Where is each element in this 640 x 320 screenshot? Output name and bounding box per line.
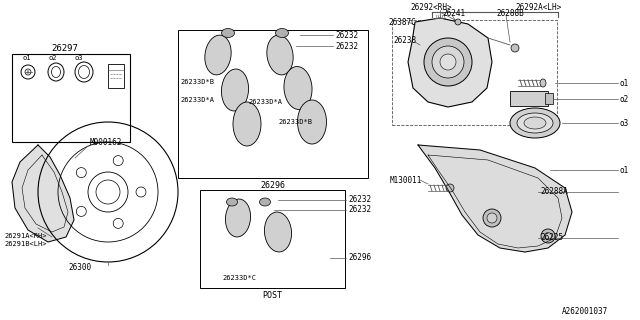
Ellipse shape	[510, 108, 560, 138]
Text: 26233D*B: 26233D*B	[278, 119, 312, 125]
Ellipse shape	[225, 199, 251, 237]
Circle shape	[424, 38, 472, 86]
Text: 26233D*B: 26233D*B	[180, 79, 214, 85]
Ellipse shape	[259, 198, 271, 206]
Text: o2: o2	[48, 55, 56, 61]
Text: o2: o2	[620, 94, 629, 103]
Ellipse shape	[233, 102, 261, 146]
Text: 26387C: 26387C	[388, 18, 416, 27]
Text: 26288A: 26288A	[540, 188, 568, 196]
Bar	[108, 64, 124, 88]
Text: POST: POST	[262, 291, 282, 300]
Text: 26232: 26232	[335, 42, 358, 51]
Ellipse shape	[524, 117, 546, 129]
Ellipse shape	[221, 69, 248, 111]
Bar	[392, 20, 557, 125]
Text: 26232: 26232	[348, 205, 371, 214]
Text: 26291A<RH>: 26291A<RH>	[4, 233, 47, 239]
Text: 26232: 26232	[348, 196, 371, 204]
Ellipse shape	[517, 113, 553, 133]
Text: 26292A<LH>: 26292A<LH>	[515, 3, 561, 12]
Circle shape	[483, 209, 501, 227]
Ellipse shape	[205, 35, 231, 75]
Text: 26238: 26238	[393, 36, 416, 44]
Text: 26241: 26241	[442, 9, 465, 18]
Text: o3: o3	[74, 55, 83, 61]
Polygon shape	[408, 18, 492, 107]
Bar	[178, 30, 368, 178]
Circle shape	[511, 44, 519, 52]
Text: 26297: 26297	[52, 44, 79, 52]
Bar	[510, 91, 548, 106]
Bar	[12, 54, 130, 142]
Bar	[545, 93, 553, 104]
Polygon shape	[12, 145, 74, 242]
Ellipse shape	[221, 28, 234, 37]
Text: 26233D*A: 26233D*A	[248, 99, 282, 105]
Text: 26225: 26225	[540, 234, 563, 243]
Ellipse shape	[264, 212, 292, 252]
Text: 26300: 26300	[68, 263, 92, 273]
Circle shape	[446, 184, 454, 192]
Text: o3: o3	[620, 118, 629, 127]
Text: A262001037: A262001037	[562, 308, 608, 316]
Polygon shape	[418, 145, 572, 252]
Text: o1: o1	[22, 55, 31, 61]
Ellipse shape	[284, 67, 312, 109]
Text: 26296: 26296	[348, 253, 371, 262]
Ellipse shape	[275, 28, 289, 37]
Circle shape	[487, 213, 497, 223]
Circle shape	[541, 229, 555, 243]
Text: 26292<RH>: 26292<RH>	[410, 3, 452, 12]
Circle shape	[432, 46, 464, 78]
Ellipse shape	[227, 198, 237, 206]
Ellipse shape	[298, 100, 326, 144]
Text: 26291B<LH>: 26291B<LH>	[4, 241, 47, 247]
Text: 26296: 26296	[260, 180, 285, 189]
Text: 26233D*C: 26233D*C	[222, 275, 256, 281]
Text: o1: o1	[620, 78, 629, 87]
Text: M000162: M000162	[90, 138, 122, 147]
Ellipse shape	[267, 35, 293, 75]
Ellipse shape	[540, 79, 546, 87]
Text: o1: o1	[620, 165, 629, 174]
Bar	[200, 190, 345, 288]
Text: 26233D*A: 26233D*A	[180, 97, 214, 103]
Text: 26288B: 26288B	[496, 9, 524, 18]
Text: 26232: 26232	[335, 30, 358, 39]
Text: M130011: M130011	[390, 175, 422, 185]
Circle shape	[455, 19, 461, 25]
Circle shape	[545, 233, 552, 239]
Circle shape	[440, 54, 456, 70]
